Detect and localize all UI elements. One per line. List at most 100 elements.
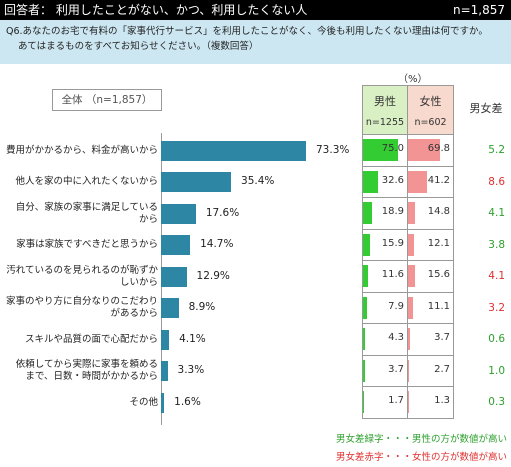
male-cell: 32.6 (362, 166, 408, 198)
category-label-line: 費用がかかるから、料金が高いから (5, 144, 158, 156)
female-bar (408, 202, 415, 224)
overall-value-label: 14.7% (200, 238, 234, 251)
overall-value-label: 8.9% (188, 301, 216, 314)
male-cell: 75.0 (362, 135, 408, 167)
female-cell: 12.1 (408, 229, 454, 261)
category-label-line: その他 (129, 396, 158, 408)
gender-diff-value: 0.6 (488, 333, 505, 345)
female-column-header: 女性 n=602 (408, 85, 454, 135)
gender-diff-value: 4.1 (488, 270, 505, 282)
male-value: 3.7 (388, 363, 404, 375)
male-value: 1.7 (388, 395, 404, 406)
category-label: 家事は家族ですべきだと思うから (0, 239, 158, 251)
overall-series-label: 全体 （n=1,857） (52, 89, 162, 111)
category-label: 費用がかかるから、料金が高いから (0, 145, 158, 157)
male-bar (363, 359, 365, 382)
male-bar (363, 328, 365, 350)
gender-diff-value: 3.2 (488, 301, 505, 314)
overall-bar (161, 172, 232, 193)
female-bar (408, 359, 410, 382)
male-bar (363, 170, 378, 193)
female-bar (408, 139, 441, 161)
gender-diff-value: 5.2 (488, 144, 505, 156)
female-value: 69.8 (427, 143, 450, 154)
overall-value-label: 4.1% (179, 332, 206, 345)
female-header-n: n=602 (414, 117, 447, 128)
overall-bar (161, 392, 165, 413)
male-header-n: n=1255 (365, 117, 405, 128)
category-label-line: 依頼してから実際に家事を頼める (15, 359, 158, 371)
female-cell: 15.6 (408, 261, 454, 293)
question-line-2: あてはまるものをすべてお知らせください。（複数回答） (18, 41, 259, 52)
category-label: 自分、家族の家事に満足している から (0, 202, 158, 226)
male-cell: 1.7 (362, 387, 408, 419)
legend-green-note: 男女差緑字・・・男性の方が数値が高い (335, 434, 507, 445)
female-bar (408, 296, 414, 319)
female-cell: 14.8 (408, 198, 454, 230)
male-bar (363, 265, 369, 287)
male-value: 15.9 (381, 237, 404, 249)
respondents-count: n=1,857 (452, 3, 505, 17)
male-cell: 18.9 (362, 198, 408, 230)
category-label: スキルや品質の面で心配だから (0, 334, 158, 346)
male-cell: 4.3 (362, 324, 408, 356)
male-bar (363, 202, 372, 224)
male-value: 18.9 (381, 206, 404, 217)
diff-column-header: 男女差 (469, 102, 503, 115)
male-column-header: 男性 n=1255 (362, 85, 408, 135)
male-value: 32.6 (381, 174, 404, 186)
category-label-line: 家事のやり方に自分なりのこだわり (5, 296, 158, 308)
category-label-line: 汚れているのを見られるのが恥ずか (6, 264, 158, 276)
overall-value-label: 1.6% (174, 395, 201, 408)
female-cell: 69.8 (408, 135, 454, 167)
overall-bar (161, 266, 187, 287)
gender-diff-value: 3.8 (488, 238, 505, 251)
overall-value-label: 3.3% (177, 364, 205, 377)
male-cell: 3.7 (362, 355, 408, 387)
category-label: 汚れているのを見られるのが恥ずか しいから (0, 265, 158, 289)
female-bar (408, 170, 427, 193)
female-value: 41.2 (427, 174, 450, 186)
category-label-line: から (138, 213, 158, 225)
female-value: 1.3 (434, 395, 450, 406)
category-label: 他人を家の中に入れたくないから (0, 176, 158, 188)
category-label: その他 (0, 397, 158, 409)
question-line-1: Q6.あなたのお宅で有料の「家事代行サービス」を利用したことがなく、今後も利用し… (6, 26, 488, 37)
female-bar (408, 391, 409, 413)
category-label-line: 自分、家族の家事に満足している (15, 201, 158, 213)
female-bar (408, 233, 414, 256)
male-header-label: 男性 (374, 95, 396, 108)
overall-value-label: 73.3% (316, 143, 350, 156)
category-label-line: があるから (110, 308, 158, 320)
category-label: 依頼してから実際に家事を頼める まで、日数・時間がかかるから (0, 359, 158, 383)
overall-bar (161, 329, 170, 350)
overall-bar (161, 361, 168, 382)
legend-red-note: 男女差赤字・・・女性の方が数値が高い (335, 452, 507, 463)
female-cell: 1.3 (408, 387, 454, 419)
female-value: 3.7 (434, 332, 450, 343)
female-value: 15.6 (427, 269, 450, 280)
overall-value-label: 35.4% (241, 175, 275, 188)
category-label-line: 家事は家族ですべきだと思うから (16, 239, 158, 251)
female-value: 12.1 (427, 237, 450, 249)
category-label-line: まで、日数・時間がかかるから (25, 371, 158, 383)
overall-value-label: 17.6% (205, 206, 240, 219)
gender-diff-value: 8.6 (488, 175, 505, 188)
overall-bar (161, 235, 191, 256)
overall-bar (161, 203, 196, 224)
category-label-line: 他人を家の中に入れたくないから (15, 176, 158, 188)
male-bar (363, 391, 364, 413)
male-cell: 7.9 (362, 292, 408, 324)
male-bar (363, 139, 398, 161)
overall-bar (161, 140, 306, 161)
male-cell: 11.6 (362, 261, 408, 293)
overall-bar (161, 298, 179, 319)
female-bar (408, 328, 410, 350)
male-bar (363, 296, 367, 319)
female-cell: 11.1 (408, 292, 454, 324)
female-value: 2.7 (434, 363, 450, 375)
male-cell: 15.9 (362, 229, 408, 261)
gender-diff-value: 1.0 (488, 364, 505, 377)
female-value: 11.1 (427, 300, 450, 312)
category-label-line: しいから (119, 276, 158, 288)
